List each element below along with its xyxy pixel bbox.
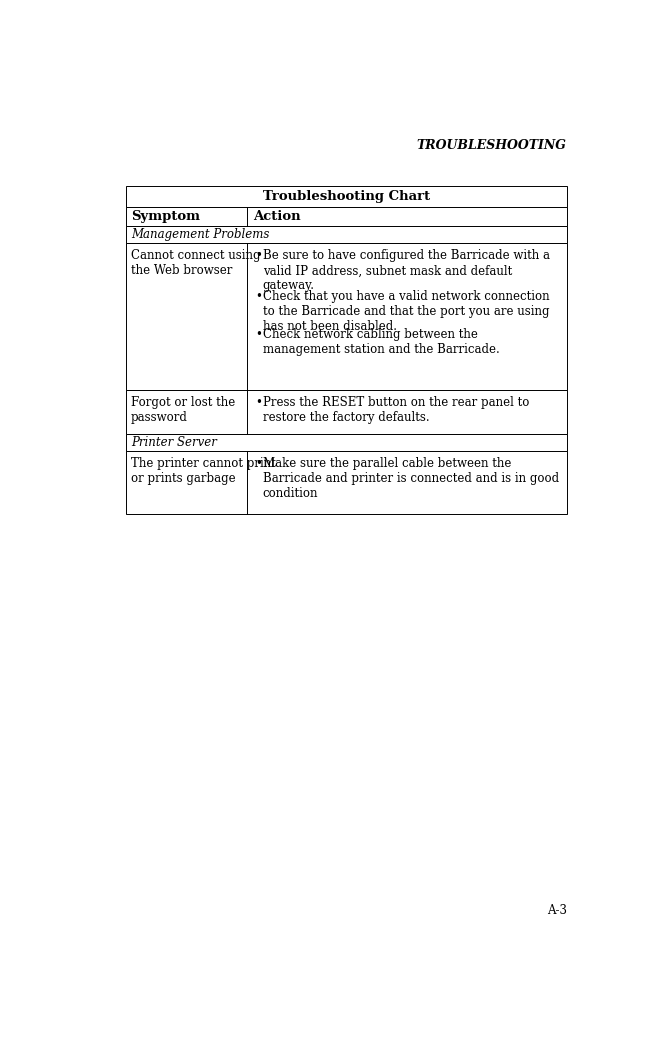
Text: Symptom: Symptom — [131, 210, 200, 223]
Text: Cannot connect using
the Web browser: Cannot connect using the Web browser — [131, 250, 261, 277]
Text: The printer cannot print
or prints garbage: The printer cannot print or prints garba… — [131, 457, 276, 485]
Text: Check that you have a valid network connection
to the Barricade and that the por: Check that you have a valid network conn… — [263, 290, 549, 333]
Bar — [126, 226, 567, 244]
Text: •: • — [255, 250, 262, 263]
Text: Forgot or lost the
password: Forgot or lost the password — [131, 395, 236, 424]
Text: A-3: A-3 — [547, 904, 567, 917]
Bar — [126, 207, 567, 226]
Text: Make sure the parallel cable between the
Barricade and printer is connected and : Make sure the parallel cable between the… — [263, 457, 559, 500]
Text: Printer Server: Printer Server — [131, 436, 217, 450]
Text: Check network cabling between the
management station and the Barricade.: Check network cabling between the manage… — [263, 328, 499, 356]
Bar — [126, 451, 567, 515]
Bar — [126, 434, 567, 451]
Text: TROUBLESHOOTING: TROUBLESHOOTING — [417, 139, 567, 153]
Text: •: • — [255, 328, 262, 341]
Text: •: • — [255, 457, 262, 471]
Text: Be sure to have configured the Barricade with a
valid IP address, subnet mask an: Be sure to have configured the Barricade… — [263, 250, 550, 293]
Bar — [126, 244, 567, 389]
Text: Press the RESET button on the rear panel to
restore the factory defaults.: Press the RESET button on the rear panel… — [263, 395, 529, 424]
Text: Management Problems: Management Problems — [131, 228, 269, 242]
Text: •: • — [255, 395, 262, 409]
Text: Troubleshooting Chart: Troubleshooting Chart — [263, 190, 430, 203]
Bar — [126, 389, 567, 434]
Text: •: • — [255, 290, 262, 302]
Text: Action: Action — [253, 210, 301, 223]
Bar — [126, 185, 567, 207]
